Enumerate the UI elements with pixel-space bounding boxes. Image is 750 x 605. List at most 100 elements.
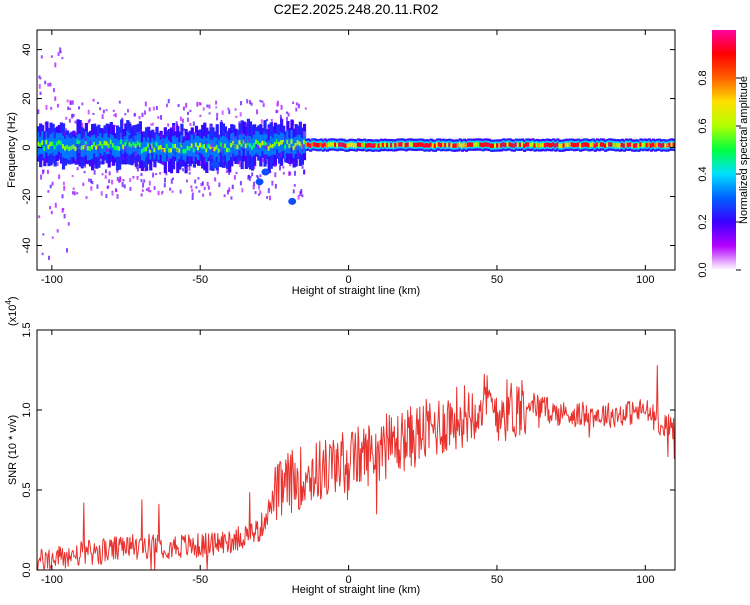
spectrogram-speckle: [241, 131, 244, 136]
spectrogram-cell: [554, 143, 558, 148]
spectrogram-speckle: [262, 103, 265, 108]
spectrogram-speckle: [145, 166, 148, 170]
spectrogram-speckle: [132, 137, 135, 142]
spectrogram-speckle: [161, 161, 164, 165]
spectrogram-speckle: [71, 174, 74, 178]
spectrogram-speckle: [61, 57, 64, 60]
spectrogram-speckle: [276, 109, 279, 113]
spectrogram-speckle: [170, 179, 173, 184]
spectrogram-cell: [309, 143, 313, 148]
spectrogram-cell: [91, 144, 95, 150]
spectrogram-cell: [400, 142, 404, 147]
spectrogram-cell: [76, 139, 80, 145]
spectrogram-cell: [385, 143, 390, 148]
spectrogram-x-label: Height of straight line (km): [292, 285, 420, 297]
spectrogram-speckle: [81, 102, 84, 106]
spectrogram-speckle: [183, 128, 186, 131]
spectrogram-cell: [668, 142, 672, 148]
spectrogram-cell: [616, 142, 620, 148]
spectrogram-cell: [547, 142, 552, 148]
x-tick-label: -50: [192, 274, 208, 286]
spectrogram-cell: [473, 142, 477, 147]
spectrogram-cell: [471, 142, 475, 147]
spectrogram-speckle: [192, 121, 195, 126]
spectrogram-speckle: [220, 120, 223, 124]
spectrogram-speckle: [257, 145, 260, 150]
spectrogram-cell: [107, 143, 111, 149]
spectrogram-speckle: [99, 160, 102, 165]
colorbar-tick-label: 0.8: [697, 70, 709, 85]
spectrogram-speckle: [166, 103, 169, 108]
spectrogram-cell: [383, 142, 388, 147]
spectrogram-speckle: [79, 148, 82, 153]
spectrogram-speckle: [51, 236, 54, 239]
snr-frame: [36, 329, 676, 571]
spectrogram-cell: [593, 143, 597, 148]
spectrogram-speckle: [136, 163, 139, 169]
spectrogram-speckle: [197, 177, 200, 180]
spectrogram-cell: [533, 143, 537, 148]
spectrogram-speckle: [137, 146, 140, 149]
spectrogram-cell: [172, 143, 176, 149]
spectrogram-cell: [493, 143, 498, 148]
spectrogram-speckle: [228, 187, 231, 192]
spectrogram-cell: [392, 143, 396, 148]
spectrogram-cell: [406, 142, 410, 147]
spectrogram-speckle: [114, 113, 117, 118]
spectrogram-cell: [363, 142, 367, 147]
spectrogram-cell: [496, 143, 500, 148]
spectrogram-cell: [371, 143, 375, 149]
spectrogram-cell: [311, 142, 315, 147]
spectrogram-speckle: [52, 152, 55, 155]
spectrogram-speckle: [63, 185, 66, 191]
spectrogram-cell: [203, 144, 207, 149]
spectrogram-speckle: [165, 172, 168, 176]
x-tick-label: 0: [346, 274, 352, 286]
spectrogram-cell: [354, 143, 359, 148]
spectrogram-cell: [244, 143, 248, 149]
spectrogram-speckle: [38, 75, 41, 79]
spectrogram-cell: [666, 143, 670, 148]
spectrogram-cell: [338, 142, 342, 147]
spectrogram-cell: [446, 142, 450, 148]
spectrogram-speckle: [295, 160, 298, 163]
spectrogram-cell: [294, 143, 298, 148]
spectrogram-cell: [577, 142, 581, 147]
spectrogram-speckle: [189, 122, 192, 127]
spectrogram-cell: [178, 148, 182, 153]
spectrogram-speckle: [200, 182, 203, 187]
spectrogram-cell: [277, 141, 282, 147]
spectrogram-speckle: [301, 165, 304, 169]
spectrogram-cell: [236, 144, 240, 150]
spectrogram-cell: [525, 142, 529, 147]
y-tick-label: 20: [21, 92, 33, 104]
spectrogram-speckle: [45, 105, 48, 110]
spectrogram-speckle: [282, 171, 285, 175]
spectrogram-cell: [637, 143, 641, 148]
spectrogram-cell: [57, 140, 61, 145]
spectrogram-cell: [475, 142, 479, 147]
spectrogram-cell: [437, 142, 442, 147]
spectrogram-cell: [373, 143, 377, 148]
spectrogram-cell: [425, 142, 429, 148]
spectrogram-speckle: [239, 181, 242, 186]
spectrogram-speckle: [287, 112, 290, 117]
spectrogram-speckle: [182, 168, 185, 172]
spectrogram-speckle: [135, 164, 138, 169]
spectrogram-cell: [664, 143, 668, 148]
spectrogram-speckle: [161, 140, 164, 144]
spectrogram-cell: [410, 142, 415, 147]
x-tick-label: 0: [346, 574, 352, 586]
snr-x-ticks: -100 -50 0 50 100: [41, 330, 655, 586]
spectrogram-speckle: [150, 123, 153, 126]
spectrogram-speckle: [124, 146, 127, 152]
spectrogram-cell: [358, 142, 363, 148]
spectrogram-speckle: [143, 179, 146, 183]
spectrogram-speckle: [272, 162, 275, 166]
spectrogram-cell: [271, 144, 275, 149]
spectrogram-speckle: [122, 179, 125, 182]
spectrogram-speckle: [209, 192, 212, 196]
spectrogram-speckle: [197, 152, 200, 155]
spectrogram-cell: [510, 143, 514, 148]
spectrogram-cell: [346, 143, 350, 148]
